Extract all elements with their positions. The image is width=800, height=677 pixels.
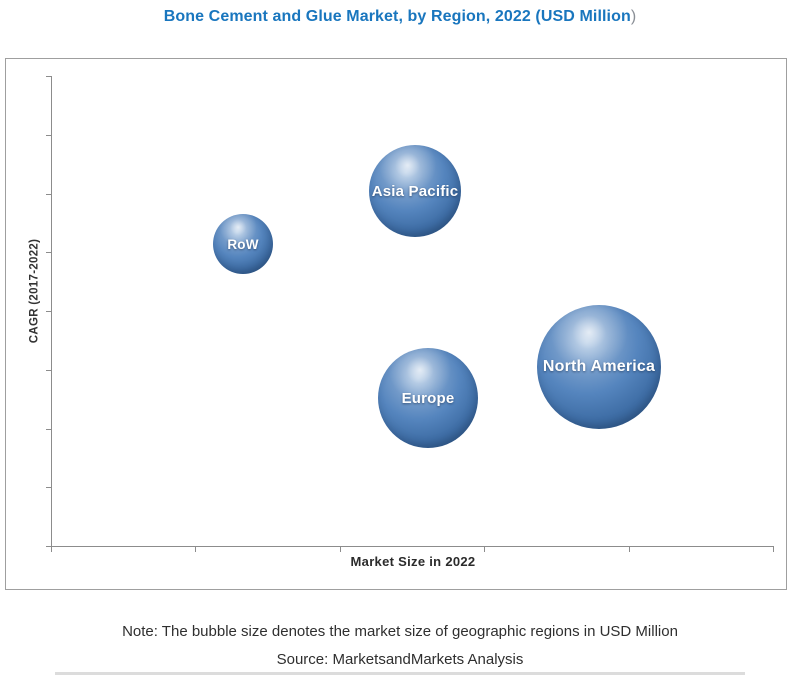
y-axis-tick bbox=[46, 370, 51, 371]
y-axis-tick bbox=[46, 252, 51, 253]
y-axis-tick bbox=[46, 546, 51, 547]
bubble-label-asia-pacific: Asia Pacific bbox=[371, 182, 459, 200]
x-axis-label: Market Size in 2022 bbox=[350, 554, 476, 569]
y-axis-tick bbox=[46, 311, 51, 312]
bubble-north-america: North America bbox=[537, 305, 661, 429]
plot-area: CAGR (2017-2022) Market Size in 2022 Asi… bbox=[6, 59, 786, 589]
page-title: Bone Cement and Glue Market, by Region, … bbox=[0, 8, 800, 26]
bubble-asia-pacific: Asia Pacific bbox=[369, 145, 461, 237]
bubble-row: RoW bbox=[213, 214, 273, 274]
footer-source: Source: MarketsandMarkets Analysis bbox=[276, 651, 524, 668]
x-axis-tick bbox=[484, 547, 485, 552]
x-axis-tick bbox=[340, 547, 341, 552]
bottom-divider bbox=[55, 672, 745, 675]
y-axis-label: CAGR (2017-2022) bbox=[28, 238, 41, 344]
chart-panel: CAGR (2017-2022) Market Size in 2022 Asi… bbox=[5, 58, 787, 590]
y-axis-tick bbox=[46, 135, 51, 136]
page-title-main: Bone Cement and Glue Market, by Region, … bbox=[163, 8, 631, 25]
page-title-paren: ) bbox=[630, 8, 637, 25]
y-axis-tick bbox=[46, 76, 51, 77]
bubble-label-europe: Europe bbox=[401, 389, 455, 407]
y-axis-tick bbox=[46, 429, 51, 430]
y-axis-tick bbox=[46, 194, 51, 195]
x-axis-tick bbox=[629, 547, 630, 552]
y-axis-tick bbox=[46, 487, 51, 488]
bubble-label-north-america: North America bbox=[542, 358, 656, 375]
x-axis-tick bbox=[773, 547, 774, 552]
footer-note: Note: The bubble size denotes the market… bbox=[122, 623, 678, 640]
y-axis-line bbox=[51, 76, 52, 547]
bubble-europe: Europe bbox=[378, 348, 478, 448]
x-axis-tick bbox=[195, 547, 196, 552]
x-axis-line bbox=[51, 546, 774, 547]
x-axis-tick bbox=[51, 547, 52, 552]
bubble-label-row: RoW bbox=[227, 236, 259, 252]
